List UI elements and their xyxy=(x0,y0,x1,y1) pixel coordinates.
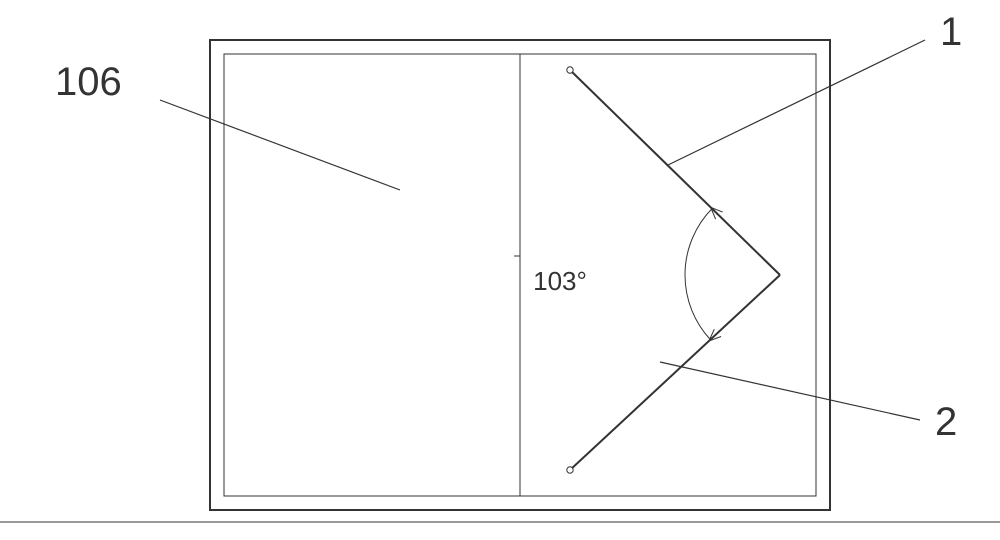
callout-label-1: 1 xyxy=(940,10,962,54)
callout-label-106: 106 xyxy=(55,60,122,104)
callout-leader-106 xyxy=(160,100,400,190)
chevron-end-bottom xyxy=(567,467,573,473)
chevron-upper xyxy=(570,70,780,275)
angle-arc xyxy=(685,209,712,340)
callout-leader-2 xyxy=(660,362,920,420)
chevron-end-top xyxy=(567,67,573,73)
angle-label: 103° xyxy=(533,266,587,296)
callout-label-2: 2 xyxy=(935,400,957,444)
chevron-lower xyxy=(570,275,780,470)
callout-leader-1 xyxy=(668,40,925,165)
